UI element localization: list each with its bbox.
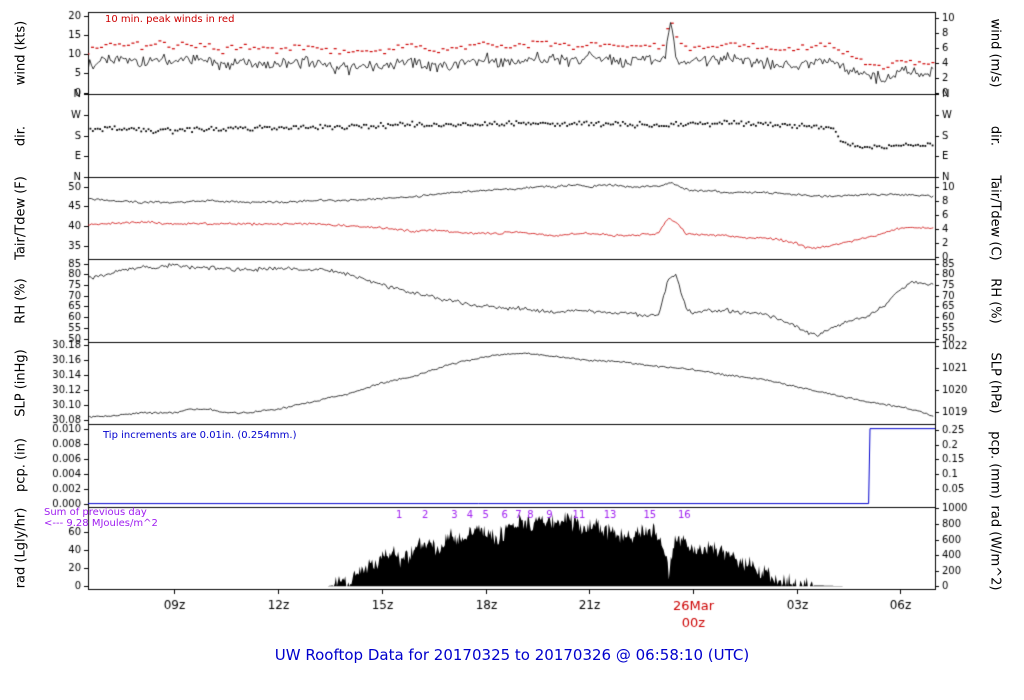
axis-label-right-wind: wind (m/s)	[987, 18, 1003, 88]
axis-label-left-slp: SLP (inHg)	[13, 349, 29, 417]
axis-label-right-dir: dir.	[987, 125, 1003, 147]
axis-label-right-slp: SLP (hPa)	[987, 352, 1003, 414]
axis-label-left-rad: rad (Lgly/hr)	[13, 507, 29, 589]
rad-sum-note-line2: <--- 9.28 MJoules/m^2	[44, 518, 158, 529]
axis-label-left-wind: wind (kts)	[13, 20, 29, 86]
axis-label-left-temp: Tair/Tdew (F)	[13, 176, 29, 260]
axis-label-right-pcp: pcp. (mm)	[987, 431, 1003, 499]
rad-sum-note-line1: Sum of previous day	[44, 507, 147, 518]
figure-caption: UW Rooftop Data for 20170325 to 20170326…	[274, 646, 750, 664]
axis-label-left-dir: dir.	[13, 125, 29, 147]
axis-label-right-temp: Tair/Tdew (C)	[987, 175, 1003, 261]
peak-winds-note: 10 min. peak winds in red	[105, 14, 235, 25]
axis-label-right-rad: rad (W/m^2)	[987, 505, 1003, 591]
tip-increments-note: Tip increments are 0.01in. (0.254mm.)	[103, 430, 297, 441]
axis-label-right-rh: RH (%)	[987, 278, 1003, 324]
axis-label-left-pcp: pcp. (in)	[13, 438, 29, 492]
axis-label-left-rh: RH (%)	[13, 278, 29, 324]
